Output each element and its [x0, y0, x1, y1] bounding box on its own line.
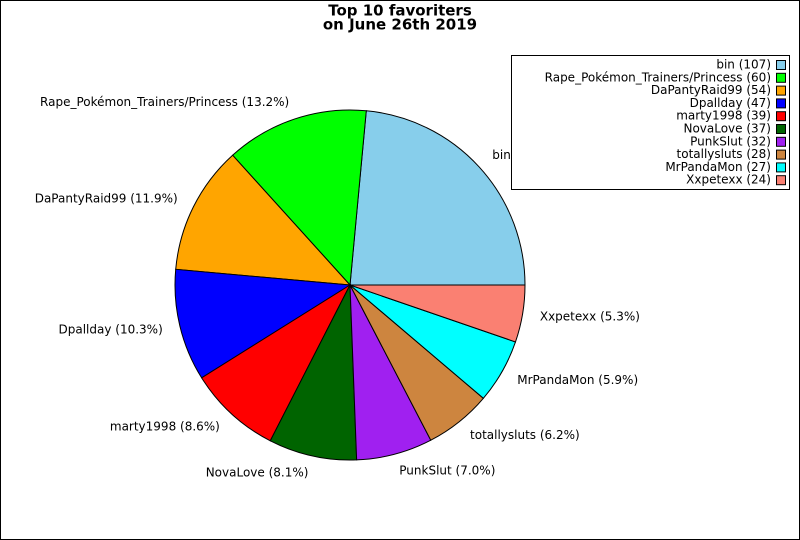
pie-slice — [174, 268, 352, 379]
slice-label: Dpallday (10.3%) — [59, 322, 163, 336]
pie-slice — [200, 283, 352, 442]
legend-label: Dpallday (47) — [690, 96, 771, 110]
legend-label: PunkSlut (32) — [690, 134, 771, 148]
legend-label: NovaLove (37) — [683, 122, 771, 136]
legend-label: Rape_Pokémon_Trainers/Princess (60) — [545, 70, 771, 84]
legend-swatch — [776, 98, 786, 109]
legend-swatch — [776, 111, 786, 122]
legend-swatch — [776, 175, 786, 186]
pie-slice — [349, 284, 526, 343]
slice-label: NovaLove (8.1%) — [206, 465, 309, 479]
legend-swatch — [776, 60, 786, 70]
legend-swatch — [776, 162, 786, 173]
slice-label: PunkSlut (7.0%) — [399, 464, 495, 478]
pie-slice — [269, 283, 358, 461]
legend-swatch — [776, 85, 786, 96]
pie-slice — [231, 109, 367, 287]
slice-label: Xxpetexx (5.3%) — [540, 309, 640, 323]
legend-label: DaPantyRaid99 (54) — [651, 83, 771, 97]
slice-label: totallysluts (6.2%) — [470, 428, 580, 442]
slice-label: Rape_Pokémon_Trainers/Princess (13.2%) — [40, 95, 289, 109]
legend-label: bin (107) — [716, 58, 771, 72]
legend-swatch — [776, 124, 786, 134]
slice-label: marty1998 (8.6%) — [110, 419, 220, 433]
legend-label: Xxpetexx (24) — [686, 173, 771, 187]
legend-label: totallysluts (28) — [677, 147, 771, 161]
legend-swatch — [776, 72, 786, 83]
pie-slice — [175, 154, 352, 286]
slice-label: MrPandaMon (5.9%) — [517, 373, 638, 387]
legend-swatch — [776, 136, 786, 147]
legend-swatch — [776, 149, 786, 160]
chart-title: Top 10 favoriters — [328, 2, 472, 20]
chart-title: on June 26th 2019 — [323, 16, 477, 34]
pie-slice — [349, 110, 526, 286]
legend-label: marty1998 (39) — [676, 109, 771, 123]
legend-label: MrPandaMon (27) — [665, 160, 771, 174]
legend-box — [511, 55, 790, 190]
slice-label: DaPantyRaid99 (11.9%) — [35, 192, 178, 206]
